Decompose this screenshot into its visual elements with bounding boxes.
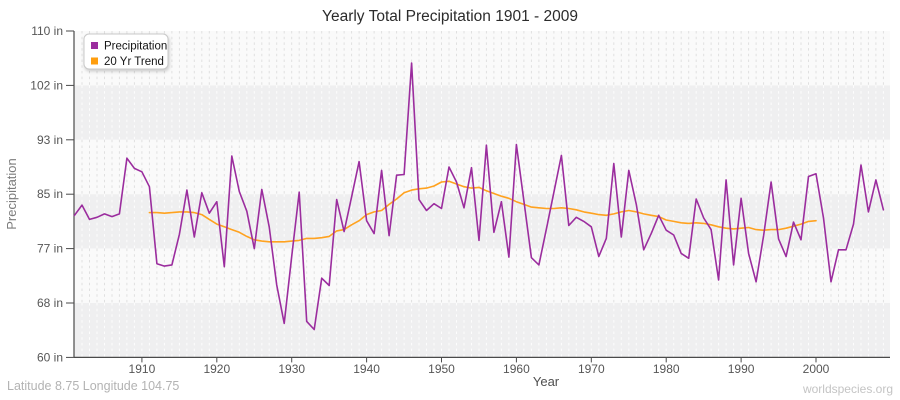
x-tick-label: 1910 xyxy=(129,362,156,376)
precipitation-line xyxy=(73,62,885,331)
watermark-text: worldspecies.org xyxy=(802,382,893,396)
chart-title: Yearly Total Precipitation 1901 - 2009 xyxy=(322,8,578,25)
tick-labels: 110 in 102 in 93 in 85 in 77 in 68 in 60 in 191… xyxy=(30,24,829,376)
legend-square-icon xyxy=(91,57,98,65)
x-tick-label: 1970 xyxy=(578,362,605,376)
plot-band xyxy=(74,139,890,195)
plot-band xyxy=(74,85,890,140)
plot-band xyxy=(74,248,890,303)
x-axis-title: Year xyxy=(533,374,560,389)
plot-band xyxy=(74,303,890,358)
y-tick-label: 93 in xyxy=(37,133,63,147)
x-tick-label: 2000 xyxy=(803,362,830,376)
y-tick-label: 102 in xyxy=(30,78,63,92)
x-tick-label: 1980 xyxy=(653,362,680,376)
x-tick-label: 1950 xyxy=(428,362,455,376)
y-tick-label: 85 in xyxy=(37,187,63,201)
legend-box xyxy=(83,33,169,70)
legend-square-icon xyxy=(91,42,98,49)
y-tick-label: 60 in xyxy=(37,350,63,364)
x-tick-label: 1920 xyxy=(203,362,230,376)
x-tick-label: 1930 xyxy=(278,362,305,376)
legend: Precipitation 20 Yr Trend xyxy=(83,33,169,70)
data-series xyxy=(73,62,885,331)
legend-item-label: Precipitation xyxy=(104,41,167,53)
y-tick-label: 77 in xyxy=(37,242,63,256)
y-tick-label: 110 in xyxy=(31,24,63,38)
y-tick-label: 68 in xyxy=(37,296,63,310)
y-axis-title: Precipitation xyxy=(4,158,19,230)
x-tick-label: 1940 xyxy=(353,362,380,376)
coordinates-caption: Latitude 8.75 Longitude 104.75 xyxy=(7,379,179,393)
x-tick-label: 1990 xyxy=(728,362,755,376)
plot-band xyxy=(74,31,890,86)
x-tick-label: 1960 xyxy=(503,362,530,376)
legend-item-label: 20 Yr Trend xyxy=(104,56,164,68)
